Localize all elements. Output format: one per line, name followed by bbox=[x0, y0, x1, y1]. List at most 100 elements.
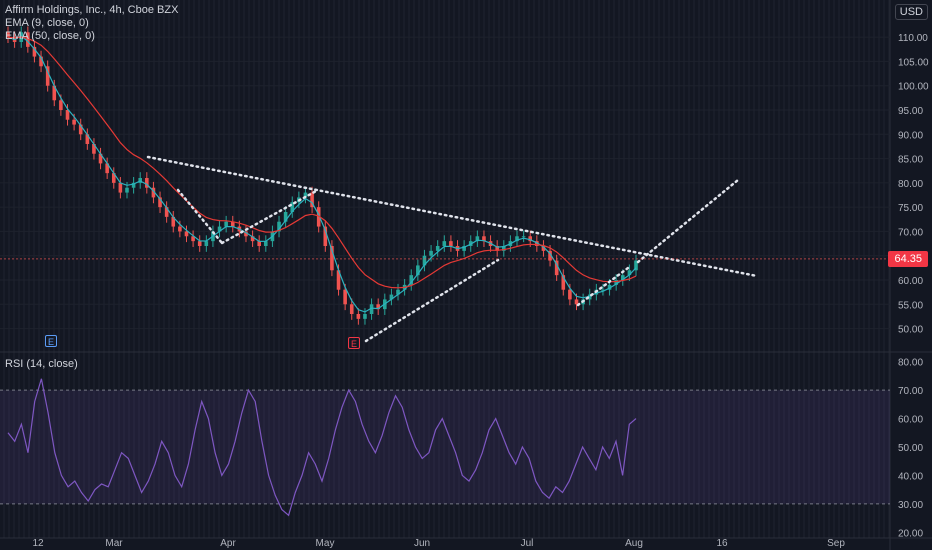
rsi-band bbox=[0, 390, 890, 504]
earnings-icon[interactable]: E bbox=[348, 337, 360, 349]
price-tick-label: 90.00 bbox=[898, 130, 923, 141]
time-tick-label: Mar bbox=[105, 538, 123, 549]
price-tick-label: 100.00 bbox=[898, 82, 929, 93]
candle-body bbox=[85, 134, 90, 144]
time-tick-label: May bbox=[316, 538, 335, 549]
candle-body bbox=[98, 153, 103, 164]
candle-body bbox=[422, 255, 427, 266]
candle-body bbox=[627, 270, 632, 276]
rsi-tick-label: 20.00 bbox=[898, 528, 923, 539]
price-tick-label: 60.00 bbox=[898, 276, 923, 287]
rsi-tick-label: 30.00 bbox=[898, 500, 923, 511]
candle-body bbox=[125, 187, 129, 193]
candle-body bbox=[634, 260, 638, 271]
ema9-legend: EMA (9, close, 0) bbox=[5, 17, 89, 29]
price-tick-label: 55.00 bbox=[898, 300, 923, 311]
candle-body bbox=[105, 163, 109, 174]
candle-body bbox=[303, 192, 308, 198]
candle-body bbox=[32, 46, 37, 57]
candle-body bbox=[257, 241, 261, 246]
candle-body bbox=[204, 241, 209, 246]
candle-body bbox=[614, 280, 618, 285]
candle-body bbox=[230, 221, 235, 227]
candle-body bbox=[449, 241, 453, 246]
time-tick-label: Jun bbox=[414, 538, 430, 549]
candle-body bbox=[131, 182, 136, 188]
candle-body bbox=[65, 110, 70, 120]
candle-body bbox=[521, 236, 526, 238]
candle-body bbox=[164, 207, 169, 217]
candle-body bbox=[369, 304, 374, 314]
candle-body bbox=[574, 299, 579, 305]
candle-body bbox=[528, 236, 533, 242]
candle-body bbox=[561, 275, 566, 290]
candle-body bbox=[59, 100, 63, 110]
candle-body bbox=[607, 284, 612, 290]
candle-body bbox=[310, 192, 314, 208]
candle-body bbox=[601, 289, 605, 291]
candle-body bbox=[244, 231, 248, 237]
time-tick-label: Jul bbox=[521, 538, 534, 549]
candle-body bbox=[376, 304, 380, 310]
candle-body bbox=[363, 314, 367, 319]
candle-body bbox=[316, 207, 321, 227]
candle-body bbox=[111, 173, 116, 183]
price-tick-label: 50.00 bbox=[898, 325, 923, 336]
candle-body bbox=[554, 260, 559, 276]
trendline-breakout bbox=[636, 178, 740, 264]
candle-body bbox=[52, 85, 57, 101]
price-tick-label: 85.00 bbox=[898, 155, 923, 166]
candle-body bbox=[515, 236, 519, 242]
price-tick-label: 105.00 bbox=[898, 57, 929, 68]
candle-body bbox=[224, 221, 228, 227]
candle-body bbox=[151, 187, 156, 198]
ema9-line bbox=[7, 35, 637, 313]
rsi-legend: RSI (14, close) bbox=[5, 358, 78, 370]
candle-body bbox=[349, 304, 354, 314]
candle-body bbox=[6, 32, 10, 38]
earnings-icon[interactable]: E bbox=[45, 335, 57, 347]
currency-button[interactable]: USD bbox=[894, 4, 928, 20]
price-tick-label: 75.00 bbox=[898, 203, 923, 214]
candle-body bbox=[356, 314, 361, 319]
candle-body bbox=[197, 241, 202, 246]
candle-body bbox=[277, 221, 281, 232]
trendline-wedge bbox=[176, 188, 224, 245]
candle-body bbox=[158, 197, 162, 208]
rsi-tick-label: 50.00 bbox=[898, 443, 923, 454]
candle-body bbox=[568, 289, 572, 300]
rsi-tick-label: 70.00 bbox=[898, 386, 923, 397]
candle-body bbox=[145, 178, 149, 188]
candle-body bbox=[501, 246, 506, 251]
candle-body bbox=[72, 119, 76, 125]
candle-body bbox=[184, 231, 189, 237]
candle-body bbox=[39, 56, 43, 67]
candle-body bbox=[330, 246, 334, 271]
price-tick-label: 80.00 bbox=[898, 179, 923, 190]
candle-body bbox=[462, 246, 466, 251]
trendline-resistance bbox=[146, 155, 759, 278]
candle-body bbox=[283, 212, 288, 222]
candle-body bbox=[541, 246, 546, 251]
ema50-line bbox=[7, 36, 637, 289]
last-price-badge: 64.35 bbox=[888, 250, 928, 267]
rsi-tick-label: 80.00 bbox=[898, 358, 923, 369]
candle-body bbox=[45, 66, 50, 86]
candle-body bbox=[290, 202, 295, 212]
candle-body bbox=[389, 294, 394, 300]
rsi-tick-label: 60.00 bbox=[898, 415, 923, 426]
candle-body bbox=[495, 246, 499, 251]
candle-body bbox=[435, 246, 440, 251]
candle-body bbox=[191, 236, 195, 242]
candle-body bbox=[416, 265, 420, 276]
candle-body bbox=[250, 236, 255, 242]
time-tick-label: Apr bbox=[220, 538, 236, 549]
price-tick-label: 95.00 bbox=[898, 106, 923, 117]
candle-body bbox=[118, 182, 123, 193]
symbol-legend: Affirm Holdings, Inc., 4h, Cboe BZX bbox=[5, 4, 179, 16]
candle-body bbox=[323, 226, 328, 246]
candle-body bbox=[336, 270, 341, 290]
trendline-flag bbox=[576, 266, 630, 307]
candle-body bbox=[217, 226, 222, 232]
